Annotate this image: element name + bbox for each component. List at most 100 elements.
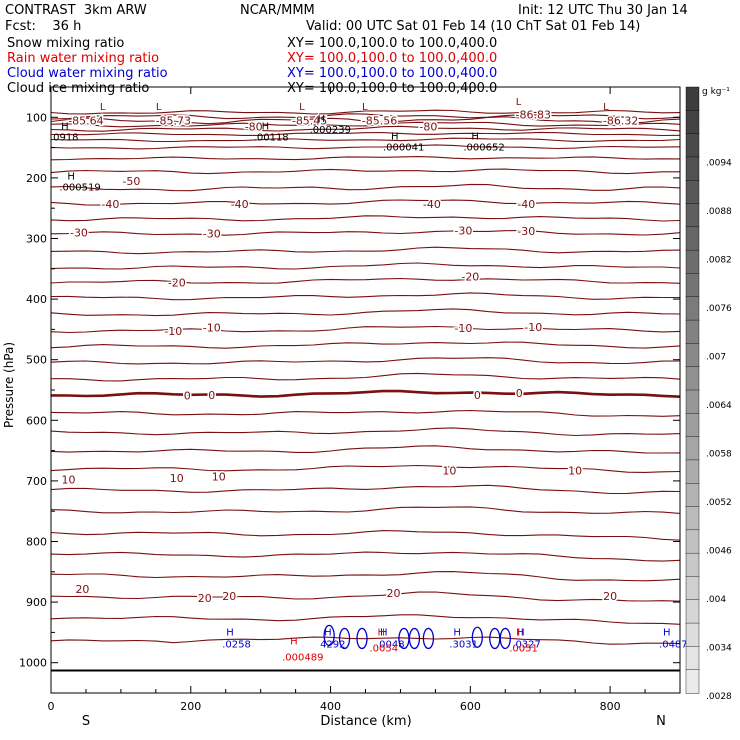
isotherm-line: [50, 109, 681, 115]
isotherm-label: 10: [568, 465, 582, 478]
x-axis-label: Distance (km): [320, 714, 411, 729]
y-tick-label: 400: [26, 293, 47, 306]
cloud-water-value: .0487: [659, 640, 688, 651]
legend-label-snow: Snow mixing ratio: [7, 36, 125, 51]
high-marker: H: [262, 121, 270, 132]
isotherm-line: [50, 116, 681, 125]
low-marker: L: [362, 102, 368, 113]
y-tick-label: 600: [26, 414, 47, 427]
high-marker: H: [471, 132, 479, 143]
cloud-water-high-marker: H: [324, 628, 332, 639]
low-marker: L: [603, 102, 609, 113]
isotherm-label: -10: [524, 321, 542, 334]
low-marker: L: [100, 102, 106, 113]
isotherm-line: [50, 445, 681, 454]
isotherm-label: -10: [203, 322, 221, 335]
isotherm-label: -20: [168, 277, 186, 290]
colorbar-label: .0094: [706, 159, 732, 169]
x-tick-label: 600: [460, 700, 481, 713]
extremum-value: 0918: [53, 132, 78, 143]
colorbar-segment: [685, 646, 700, 671]
high-marker: H: [67, 172, 75, 183]
colorbar-segment: [685, 529, 700, 554]
cloud-water-contour: [499, 627, 511, 650]
x-tick-label: 0: [48, 700, 55, 713]
cloud-water-high-marker: H: [226, 628, 234, 639]
colorbar-segment: [685, 226, 700, 251]
colorbar-segment: [685, 110, 700, 135]
colorbar-segment: [685, 436, 700, 461]
y-tick-label: 200: [26, 172, 47, 185]
colorbar-segment: [685, 622, 700, 648]
isotherm-label: 20: [75, 583, 89, 596]
colorbar-segment: [685, 273, 700, 298]
cloud-water-value: .0258: [222, 640, 251, 651]
y-tick-label: 100: [26, 111, 47, 124]
y-axis-label: Pressure (hPa): [2, 342, 16, 428]
y-tick-label: 1000: [19, 657, 47, 670]
cloud-water-contour: [489, 627, 501, 650]
rain-water-value: .0054: [369, 644, 398, 655]
isotherm-label: -40: [101, 198, 119, 211]
chart-title: CONTRAST 3km ARW: [5, 3, 147, 18]
isotherm-line: [50, 506, 681, 514]
colorbar-label: .0082: [706, 256, 732, 266]
isotherm-label: -85.64: [68, 114, 103, 127]
cloud-water-contour: [422, 627, 435, 650]
cloud-water-contour: [408, 627, 421, 650]
forecast-hour: Fcst: 36 h: [5, 19, 82, 34]
plot-frame: [50, 86, 681, 694]
colorbar-label: .004: [706, 595, 726, 605]
colorbar-segment: [685, 156, 700, 181]
isotherm-line: [50, 246, 681, 255]
colorbar-segment: [685, 483, 700, 508]
isotherm-label: 0: [184, 389, 191, 402]
y-tick-label: 900: [26, 596, 47, 609]
legend-xy-cloud-water: XY= 100.0,100.0 to 100.0,400.0: [287, 66, 498, 81]
isotherm-label: -40: [231, 198, 249, 211]
isotherm-label: 10: [212, 471, 226, 484]
colorbar-segment: [685, 366, 700, 391]
high-marker: H: [391, 132, 399, 143]
isotherm-label: -80: [419, 120, 437, 133]
legend-xy-snow: XY= 100.0,100.0 to 100.0,400.0: [287, 36, 498, 51]
isotherm-line: [50, 571, 681, 582]
isotherm-line: [50, 131, 681, 137]
colorbar-segment: [685, 669, 700, 694]
colorbar-label: .0034: [706, 644, 732, 654]
cloud-water-contour: [356, 627, 368, 650]
isotherm-line: [50, 229, 681, 236]
isotherm-label: -40: [423, 198, 441, 211]
y-tick-label: 500: [26, 354, 47, 367]
isotherm-line: [50, 427, 681, 437]
isotherm-label: -85.45: [292, 114, 327, 127]
isotherm-line: [50, 389, 681, 398]
cloud-water-high-marker: H: [380, 628, 388, 639]
legend-xy-rain: XY= 100.0,100.0 to 100.0,400.0: [287, 51, 498, 66]
isotherm-line: [50, 125, 681, 132]
isotherm-label: -30: [70, 226, 88, 239]
isotherm-line: [50, 614, 681, 625]
isotherm-line: [51, 372, 681, 382]
isotherm-label: 20: [603, 590, 617, 603]
cloud-water-high-marker: H: [453, 628, 461, 639]
colorbar-segment: [685, 552, 700, 578]
isotherm-line: [50, 325, 681, 334]
extremum-value: .000239: [310, 125, 351, 136]
cloud-water-value: .0048: [376, 640, 405, 651]
colorbar-segment: [685, 576, 700, 601]
isotherm-label: -86.32: [603, 114, 638, 127]
colorbar-label: .0064: [706, 401, 732, 411]
isotherm-line: [50, 215, 681, 222]
isotherm-label: -50: [122, 175, 140, 188]
x-tick-label: 200: [180, 700, 201, 713]
colorbar-segment: [685, 296, 700, 321]
cloud-water-high-marker: H: [663, 628, 671, 639]
isotherm-line: [50, 636, 681, 645]
x-end-label-south: S: [82, 714, 90, 729]
rain-water-value: .0051: [509, 644, 538, 655]
isotherm-label: -10: [164, 325, 182, 338]
cloud-water-contour: [323, 624, 335, 647]
